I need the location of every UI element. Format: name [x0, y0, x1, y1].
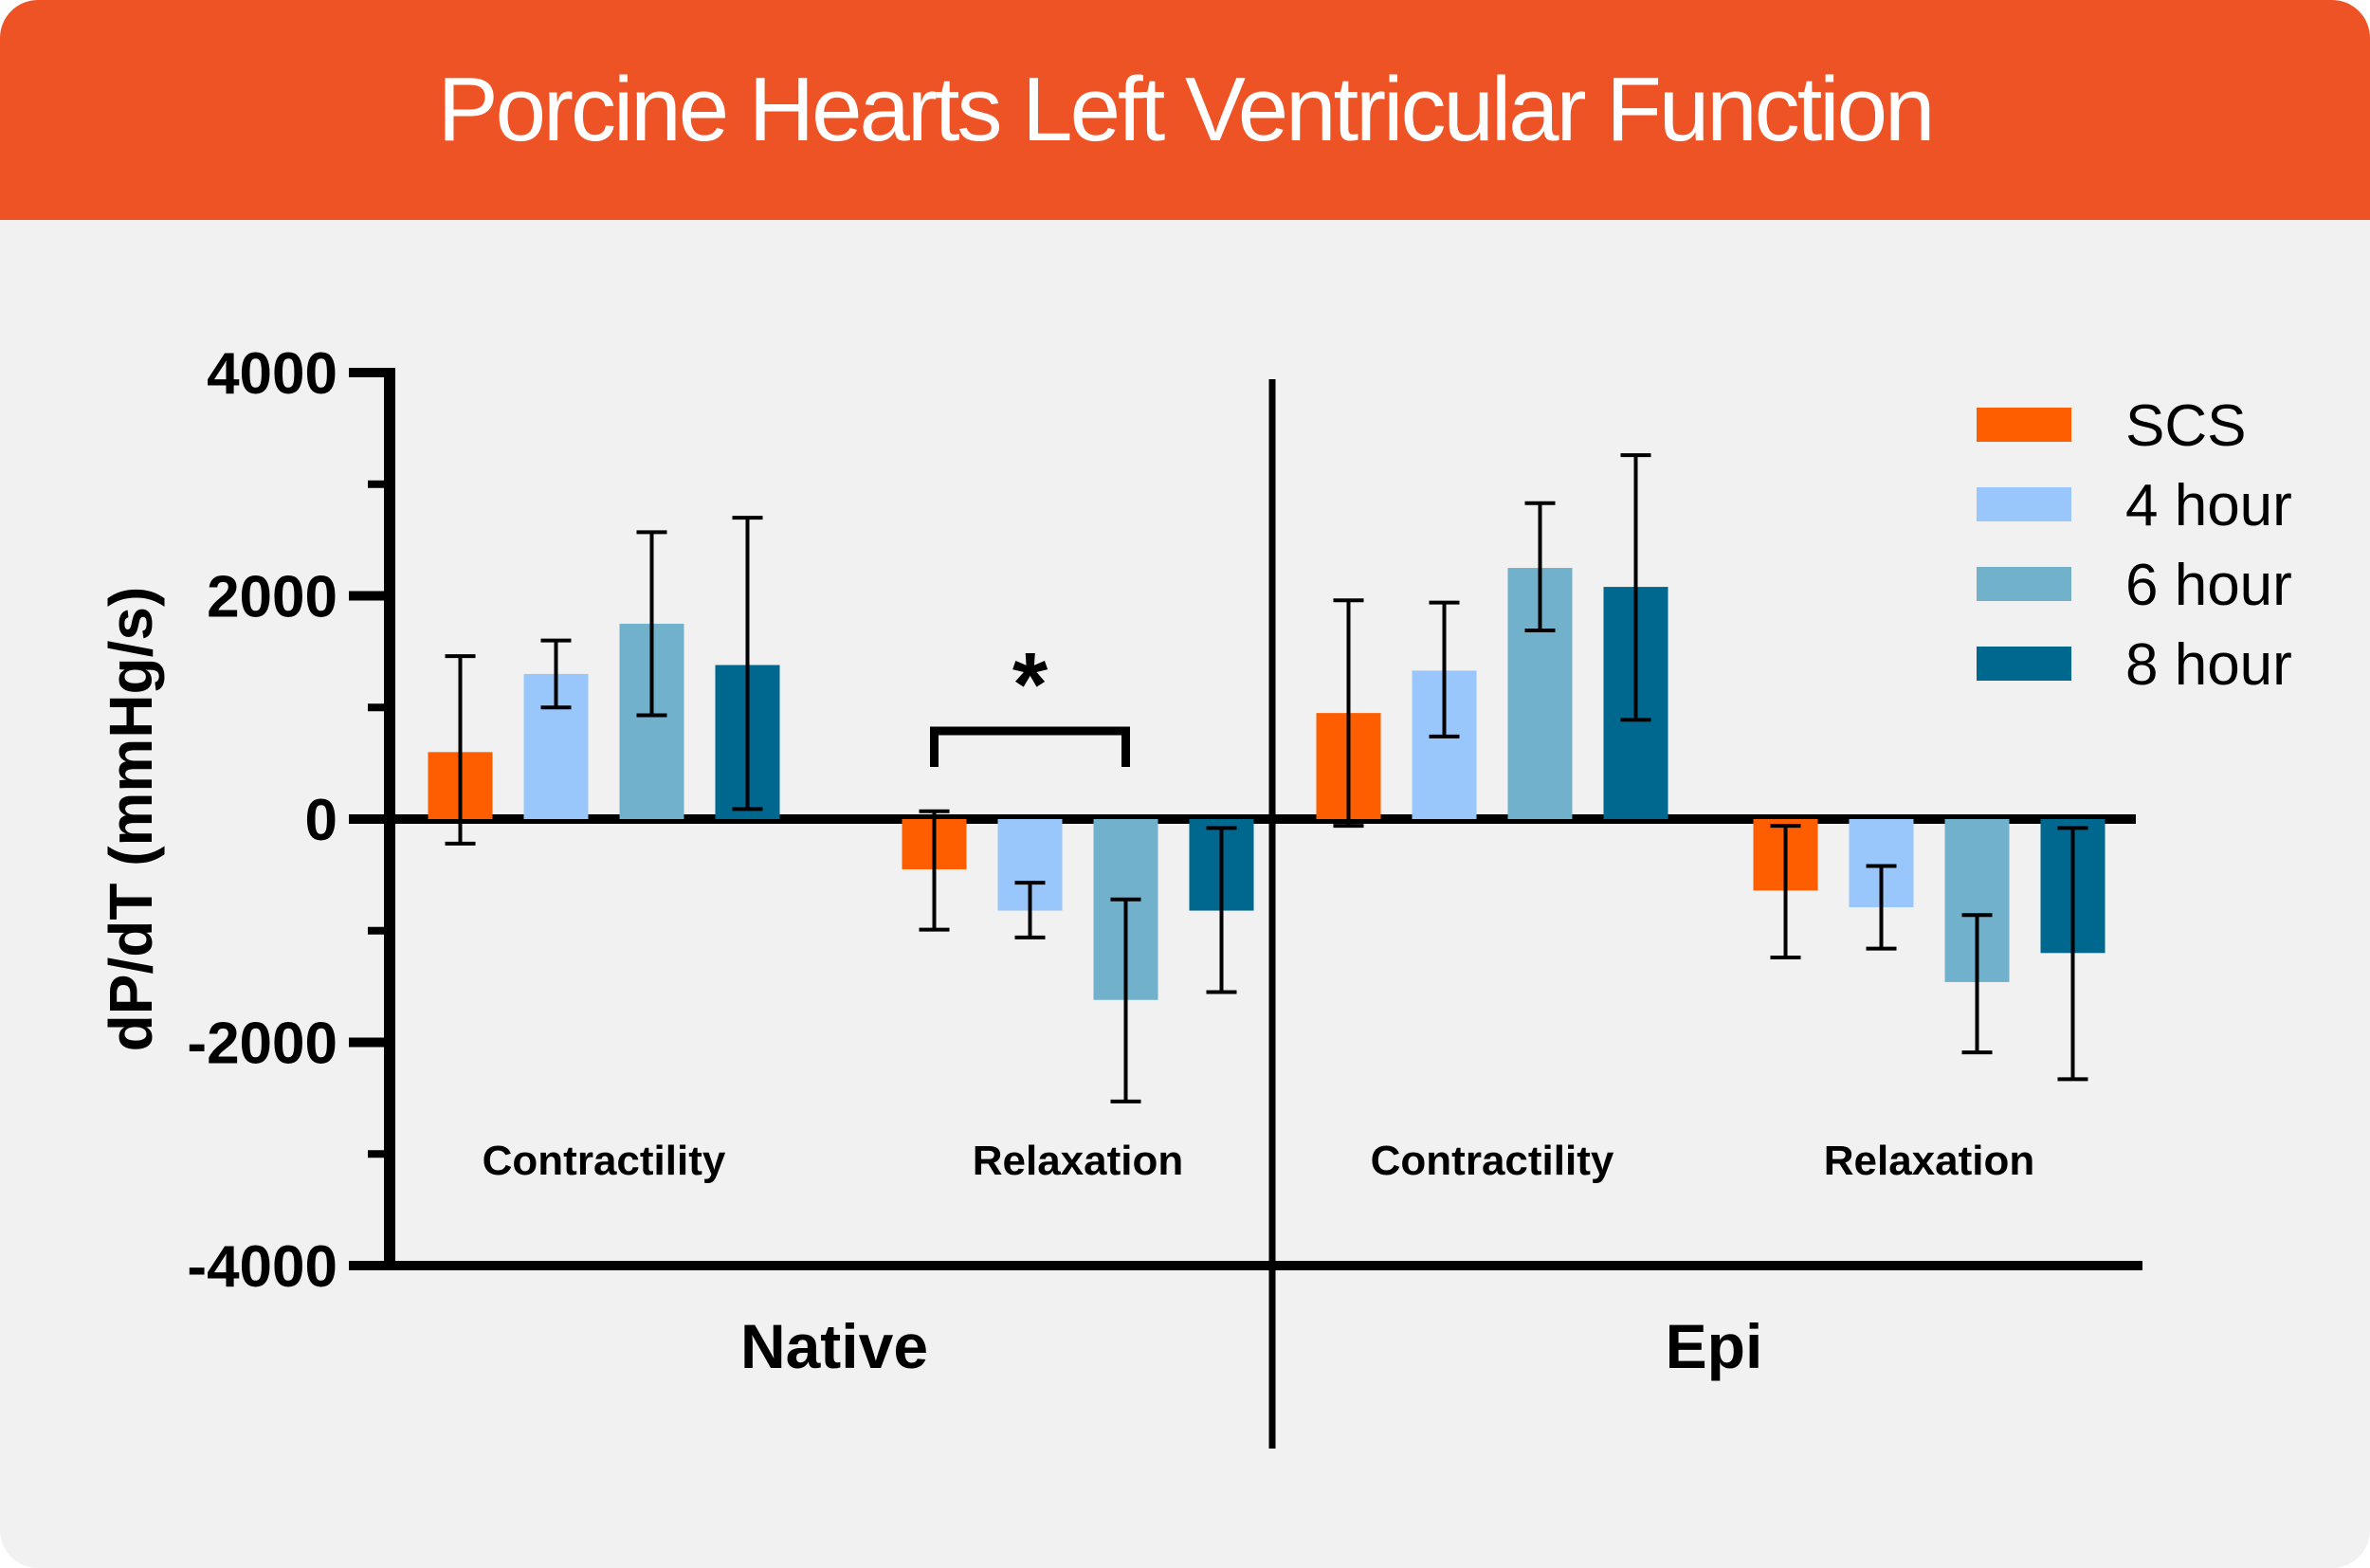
significance-marker: * — [1012, 634, 1048, 736]
group-label: Relaxation — [1824, 1138, 2035, 1184]
y-tick-label: -2000 — [187, 1012, 337, 1077]
page-title: Porcine Hearts Left Ventricular Function — [437, 59, 1936, 160]
group-label: Contractility — [483, 1138, 726, 1184]
legend-swatch — [1977, 408, 2071, 442]
panel-label: Native — [740, 1311, 928, 1381]
group-label: Contractility — [1371, 1138, 1614, 1184]
legend-label: 4 hour — [2125, 473, 2292, 538]
legend-swatch — [1977, 487, 2071, 521]
legend-swatch — [1977, 647, 2071, 681]
panel-label: Epi — [1666, 1311, 1763, 1381]
legend-label: 6 hour — [2125, 553, 2292, 618]
y-tick-label: 2000 — [207, 565, 337, 630]
legend-swatch — [1977, 567, 2071, 601]
legend-label: SCS — [2125, 393, 2246, 459]
group-label: Relaxation — [973, 1138, 1184, 1184]
title-banner: Porcine Hearts Left Ventricular Function — [0, 0, 2370, 220]
y-tick-label: 0 — [305, 788, 337, 853]
significance-bracket — [930, 726, 1130, 767]
legend-label: 8 hour — [2125, 632, 2292, 698]
y-tick-label: -4000 — [187, 1234, 337, 1300]
y-axis-label: dP/dT (mmHg/s) — [97, 587, 165, 1052]
y-tick-label: 4000 — [207, 341, 337, 407]
